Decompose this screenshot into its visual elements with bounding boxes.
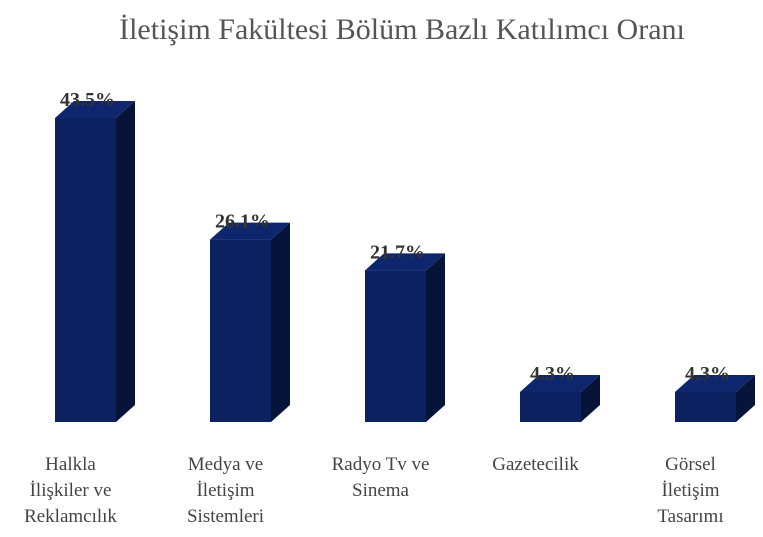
bar (675, 374, 755, 422)
value-label: 26.1% (215, 211, 270, 233)
x-tick-label: Gazetecilik (492, 454, 579, 475)
bar (520, 374, 600, 422)
value-label: 43.5% (60, 89, 115, 111)
value-label: 4.3% (685, 363, 730, 385)
bar-front (520, 391, 581, 422)
bar-side (581, 374, 600, 422)
bar-top (210, 222, 290, 240)
bar (55, 101, 135, 422)
bar-front (365, 270, 426, 422)
bar-side (736, 374, 755, 422)
bar-front (675, 391, 736, 422)
x-tick-label: Medya ve İletişim Sistemleri (187, 454, 264, 527)
bar-top (55, 101, 135, 118)
bar-front (210, 239, 271, 422)
bar (210, 222, 290, 422)
x-tick-label: Halkla İlişkiler ve Reklamcılık (24, 454, 117, 527)
bar-top (675, 374, 755, 392)
bar (365, 253, 445, 422)
bar-top (365, 253, 445, 271)
bar-side (116, 101, 135, 422)
chart-title: İletişim Fakültesi Bölüm Bazlı Katılımcı… (119, 13, 685, 46)
x-tick-label: Radyo Tv ve Sinema (332, 454, 430, 501)
bar-top (520, 374, 600, 392)
value-label: 21.7% (370, 241, 425, 263)
bar-side (271, 222, 290, 422)
bar-side (426, 253, 445, 422)
value-label: 4.3% (530, 363, 575, 385)
bar-front (55, 118, 116, 422)
x-tick-label: Görsel İletişim Tasarımı (657, 454, 723, 527)
